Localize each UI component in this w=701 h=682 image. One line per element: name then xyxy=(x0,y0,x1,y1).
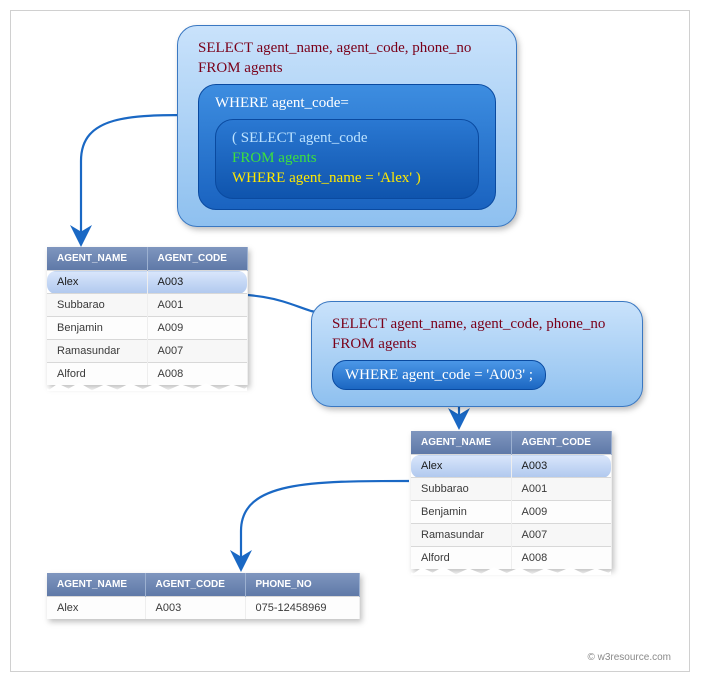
q1-sub-from-tbl: agents xyxy=(275,150,317,166)
cell: A008 xyxy=(511,547,611,570)
cell: Benjamin xyxy=(411,501,511,524)
table-row: RamasundarA007 xyxy=(47,340,247,363)
q1-sub-select: ( SELECT agent_code xyxy=(232,128,462,148)
cell: A003 xyxy=(511,455,611,478)
table-row: BenjaminA009 xyxy=(411,501,611,524)
q1-sub-select-col: agent_code xyxy=(295,130,367,146)
attribution-text: © w3resource.com xyxy=(587,652,671,663)
column-header: AGENT_CODE xyxy=(147,247,247,271)
cell: Ramasundar xyxy=(47,340,147,363)
cell: Benjamin xyxy=(47,317,147,340)
table-row: AlexA003 xyxy=(411,455,611,478)
cell: Alford xyxy=(47,363,147,386)
cell: A003 xyxy=(145,597,245,620)
agents-table-1: AGENT_NAMEAGENT_CODEAlexA003SubbaraoA001… xyxy=(47,247,248,385)
table-row: RamasundarA007 xyxy=(411,524,611,547)
table-row: SubbaraoA001 xyxy=(47,294,247,317)
q1-from-tbl: agents xyxy=(241,60,283,76)
q1-from-kw: FROM xyxy=(198,60,241,76)
q1-sub-from: FROM agents xyxy=(232,148,462,168)
q2-line2: FROM agents xyxy=(332,334,622,354)
q2-select-kw: SELECT xyxy=(332,316,387,332)
torn-edge-2 xyxy=(411,567,611,575)
q1-sub-from-kw: FROM xyxy=(232,150,275,166)
q1-select-kw: SELECT xyxy=(198,40,253,56)
column-header: AGENT_CODE xyxy=(145,573,245,597)
sql-query-2: SELECT agent_name, agent_code, phone_no … xyxy=(311,301,643,407)
cell: Subbarao xyxy=(411,478,511,501)
diagram-frame: SELECT agent_name, agent_code, phone_no … xyxy=(10,10,690,672)
table-row: AlexA003075-12458969 xyxy=(47,597,359,620)
cell: A001 xyxy=(147,294,247,317)
q1-where-label: WHERE agent_code= xyxy=(215,93,479,113)
column-header: PHONE_NO xyxy=(245,573,359,597)
agents-table-2: AGENT_NAMEAGENT_CODEAlexA003SubbaraoA001… xyxy=(411,431,612,569)
table-row: SubbaraoA001 xyxy=(411,478,611,501)
cell: Alford xyxy=(411,547,511,570)
q1-select-cols: agent_name, agent_code, phone_no xyxy=(253,40,472,56)
column-header: AGENT_NAME xyxy=(47,573,145,597)
cell: Alex xyxy=(411,455,511,478)
q2-from-kw: FROM xyxy=(332,336,375,352)
cell: A001 xyxy=(511,478,611,501)
q1-sub-where: WHERE agent_name = 'Alex' ) xyxy=(232,168,462,188)
column-header: AGENT_CODE xyxy=(511,431,611,455)
q2-where-pill: WHERE agent_code = 'A003' ; xyxy=(332,360,546,390)
cell: Subbarao xyxy=(47,294,147,317)
torn-edge-1 xyxy=(47,383,247,391)
cell: A008 xyxy=(147,363,247,386)
q1-sub-select-kw: ( SELECT xyxy=(232,130,295,146)
cell: A003 xyxy=(147,271,247,294)
result-table: AGENT_NAMEAGENT_CODEPHONE_NOAlexA003075-… xyxy=(47,573,360,619)
cell: 075-12458969 xyxy=(245,597,359,620)
q2-line1: SELECT agent_name, agent_code, phone_no xyxy=(332,314,622,334)
table-row: BenjaminA009 xyxy=(47,317,247,340)
table-row: AlfordA008 xyxy=(47,363,247,386)
cell: A007 xyxy=(147,340,247,363)
sql-query-1: SELECT agent_name, agent_code, phone_no … xyxy=(177,25,517,227)
cell: A007 xyxy=(511,524,611,547)
q2-from-tbl: agents xyxy=(375,336,417,352)
q1-line2: FROM agents xyxy=(198,58,496,78)
cell: Ramasundar xyxy=(411,524,511,547)
q1-where-block: WHERE agent_code= ( SELECT agent_code FR… xyxy=(198,84,496,210)
q1-subquery: ( SELECT agent_code FROM agents WHERE ag… xyxy=(215,119,479,199)
cell: A009 xyxy=(511,501,611,524)
cell: Alex xyxy=(47,271,147,294)
table-row: AlfordA008 xyxy=(411,547,611,570)
column-header: AGENT_NAME xyxy=(47,247,147,271)
column-header: AGENT_NAME xyxy=(411,431,511,455)
q1-line1: SELECT agent_name, agent_code, phone_no xyxy=(198,38,496,58)
q2-select-cols: agent_name, agent_code, phone_no xyxy=(387,316,606,332)
table-row: AlexA003 xyxy=(47,271,247,294)
cell: Alex xyxy=(47,597,145,620)
cell: A009 xyxy=(147,317,247,340)
